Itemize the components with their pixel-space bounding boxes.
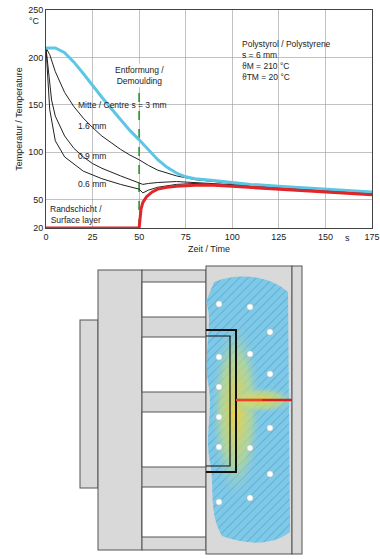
svg-text:Temperatur / Temperature: Temperatur / Temperature (14, 67, 24, 170)
svg-text:50: 50 (33, 195, 43, 205)
svg-text:20: 20 (33, 223, 43, 233)
svg-text:Randschicht /Surface layer: Randschicht /Surface layer (50, 204, 102, 225)
svg-text:150: 150 (318, 232, 333, 242)
svg-text:100: 100 (225, 232, 240, 242)
svg-text:75: 75 (181, 232, 191, 242)
svg-text:200: 200 (28, 53, 43, 63)
svg-text:175: 175 (364, 232, 379, 242)
svg-text:100: 100 (28, 147, 43, 157)
svg-text:0: 0 (43, 232, 48, 242)
svg-text:Entformung /Demoulding: Entformung /Demoulding (115, 65, 164, 86)
svg-text:150: 150 (28, 100, 43, 110)
svg-text:0.6 mm: 0.6 mm (78, 179, 106, 189)
svg-text:Mitte / Centre s = 3 mm: Mitte / Centre s = 3 mm (78, 100, 167, 110)
svg-text:1.6 mm: 1.6 mm (78, 121, 106, 131)
svg-text:50: 50 (134, 232, 144, 242)
svg-text:s: s (345, 233, 350, 243)
svg-text:125: 125 (271, 232, 286, 242)
svg-text:°C: °C (29, 16, 40, 26)
svg-text:Polystyrol / Polystyrenes = 6: Polystyrol / Polystyrenes = 6 mmϑM = 210… (242, 39, 331, 82)
svg-text:Zeit / Time: Zeit / Time (188, 244, 230, 254)
svg-text:250: 250 (28, 5, 43, 15)
svg-text:0.9 mm: 0.9 mm (78, 151, 106, 161)
svg-text:25: 25 (88, 232, 98, 242)
